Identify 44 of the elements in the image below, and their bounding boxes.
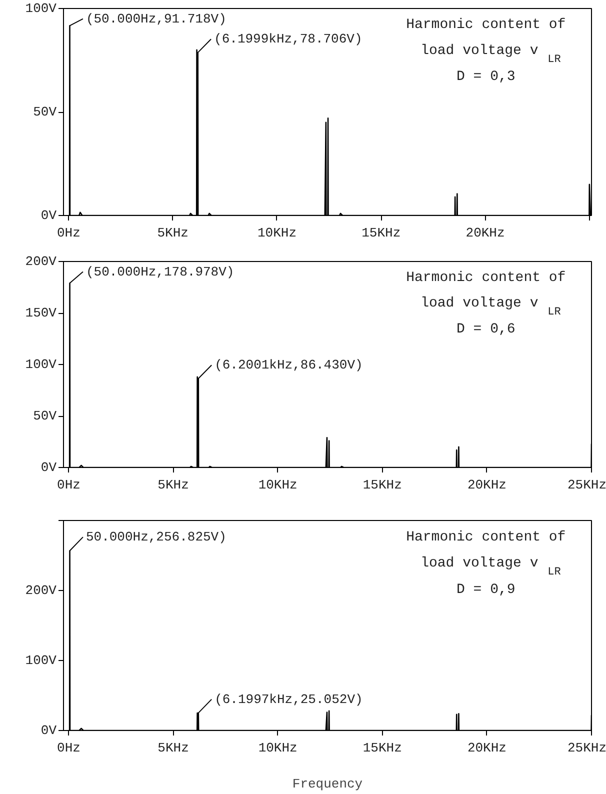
x-tick-label: 10KHz (258, 740, 298, 756)
y-tick-label: 100V (25, 357, 57, 372)
x-tick-label: 0Hz (57, 226, 80, 240)
x-tick-label: 20KHz (466, 226, 505, 240)
x-tick-label: 25KHz (567, 478, 606, 492)
annotation: (50.000Hz,178.978V) (86, 264, 234, 280)
x-tick-label: 15KHz (362, 740, 402, 756)
annotation: Harmonic content of (406, 270, 566, 286)
x-tick-label: 15KHz (362, 478, 402, 492)
y-tick-label: 0V (40, 208, 57, 223)
annotation: D = 0,3 (456, 68, 516, 85)
x-tick-label: 10KHz (258, 478, 298, 492)
x-tick-label: 20KHz (467, 478, 506, 492)
y-tick-label: 200V (25, 254, 57, 269)
annotation: 50.000Hz,256.825V) (86, 530, 226, 545)
annotation: (50.000Hz,91.718V) (86, 11, 226, 26)
y-tick-label: 100V (25, 1, 57, 16)
annotation: Harmonic content of (406, 17, 566, 34)
x-tick-label: 5KHz (158, 478, 189, 492)
annotation: (6.2001kHz,86.430V) (214, 358, 363, 373)
x-tick-label: 15KHz (362, 226, 401, 240)
y-tick-label: 150V (25, 306, 57, 320)
y-tick-label: 50V (33, 408, 57, 424)
x-tick-label: 25KHz (567, 740, 606, 756)
y-tick-label: 0V (40, 460, 57, 475)
annotation: (6.1999kHz,78.706V) (214, 32, 362, 47)
x-axis-title: Frequency (292, 776, 363, 792)
annotation: load voltage vLR (420, 42, 562, 66)
x-tick-label: 5KHz (157, 226, 188, 240)
annotation: D = 0,9 (456, 582, 516, 598)
y-tick-label: 200V (25, 583, 57, 598)
x-tick-label: 0Hz (57, 478, 80, 492)
annotation: load voltage vLR (420, 556, 562, 579)
x-tick-label: 20KHz (467, 740, 506, 756)
y-tick-label: 50V (33, 104, 57, 120)
x-tick-label: 0Hz (57, 740, 80, 756)
y-tick-label: 100V (25, 653, 57, 668)
x-tick-label: 10KHz (257, 226, 297, 240)
annotation: Harmonic content of (406, 529, 566, 546)
annotation: D = 0,6 (456, 321, 516, 338)
annotation: load voltage vLR (420, 296, 562, 319)
annotation: (6.1997kHz,25.052V) (214, 692, 363, 707)
y-tick-label: 0V (40, 723, 57, 738)
x-tick-label: 5KHz (158, 740, 189, 756)
